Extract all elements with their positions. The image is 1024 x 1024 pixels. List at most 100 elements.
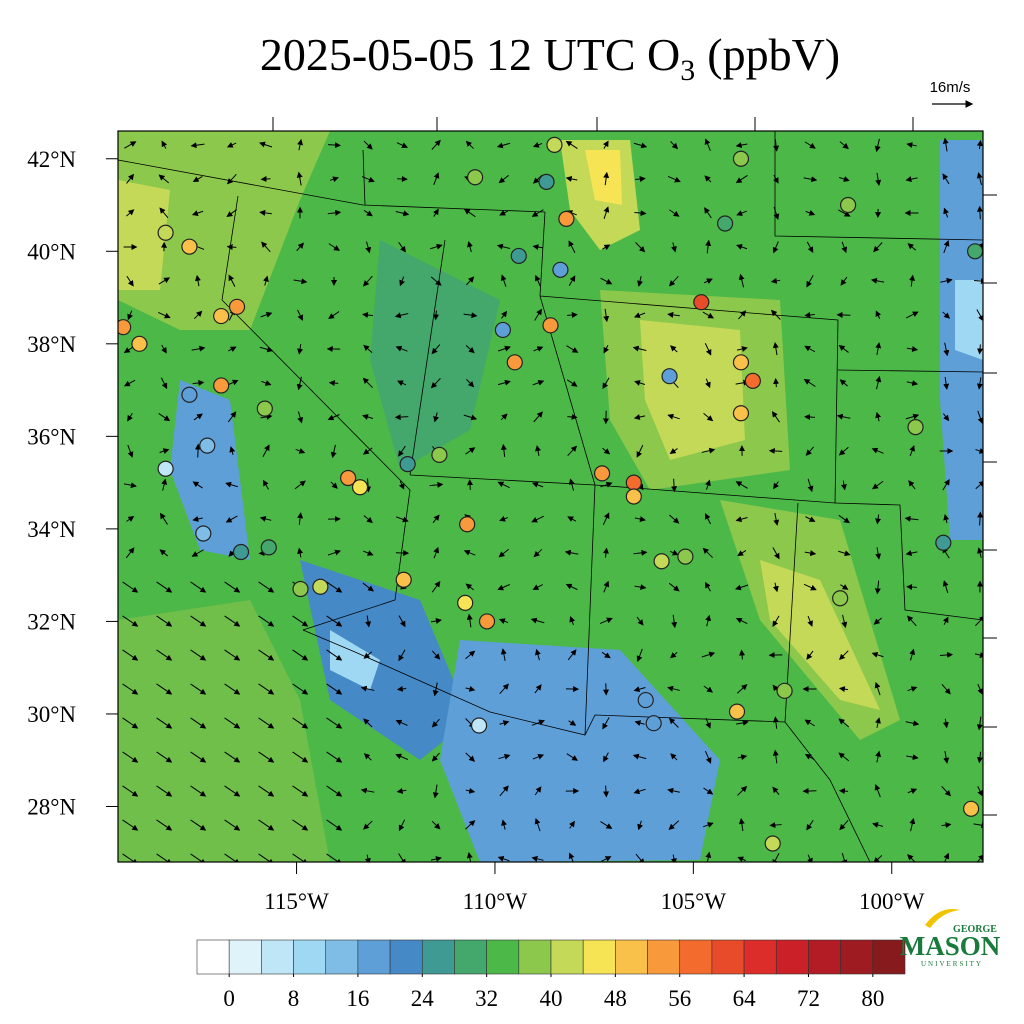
wind-arrow	[772, 547, 780, 560]
wind-arrow	[296, 171, 303, 186]
axes: 115°W 110°W 105°W 100°W 28°N 30°N 32°N 34°N 36°N…	[27, 147, 925, 914]
wind-arrow	[601, 651, 611, 659]
wind-arrow	[396, 685, 407, 692]
wind-arrow	[190, 819, 207, 831]
wind-arrow	[804, 345, 816, 353]
wind-arrow	[737, 550, 747, 557]
wind-arrow	[499, 683, 509, 695]
wind-arrow	[905, 720, 920, 727]
wind-arrow	[704, 513, 712, 525]
wind-arrow	[635, 853, 645, 862]
station	[195, 525, 212, 542]
wind-arrow	[942, 311, 951, 319]
wind-arrow	[228, 346, 237, 353]
colorbar-label: 72	[797, 986, 820, 1011]
field-region	[370, 240, 500, 470]
wind-arrow	[297, 309, 303, 321]
station	[538, 173, 555, 190]
wind-arrow	[498, 548, 510, 558]
wind-arrow	[498, 174, 509, 184]
colorbar-box	[808, 939, 841, 975]
wind-arrow	[701, 651, 716, 658]
station	[732, 150, 750, 167]
field-region	[955, 280, 983, 360]
wind-arrow	[466, 379, 475, 388]
wind-arrow	[705, 239, 712, 254]
wind-arrow	[906, 754, 919, 761]
y-tick-label: 28°N	[27, 794, 76, 819]
wind-arrow	[224, 853, 241, 862]
colorbar-label: 56	[668, 986, 691, 1011]
wind-arrow	[190, 717, 207, 729]
wind-arrow	[838, 718, 850, 728]
wind-arrow	[669, 209, 680, 217]
wind-arrow	[297, 344, 303, 355]
wind-arrow	[735, 481, 748, 489]
y-tick-label: 32°N	[27, 609, 76, 634]
wind-arrow	[159, 448, 170, 454]
wind-arrow	[633, 142, 648, 149]
station	[552, 261, 569, 278]
wind-arrow	[874, 681, 881, 696]
wind-arrow	[565, 175, 578, 182]
wind-arrow	[156, 683, 173, 695]
wind-arrow	[258, 751, 275, 763]
station	[728, 703, 746, 720]
wind-arrow	[838, 209, 851, 217]
wind-arrow	[500, 648, 507, 661]
wind-arrow	[773, 206, 780, 220]
wind-arrow	[632, 345, 647, 352]
wind-arrow	[905, 413, 920, 420]
y-tick-label: 42°N	[27, 147, 76, 172]
wind-arrow	[701, 447, 716, 454]
station	[935, 534, 952, 551]
wind-arrow	[909, 445, 915, 457]
wind-arrow	[501, 819, 507, 830]
wind-arrow	[875, 750, 882, 763]
wind-arrow	[735, 516, 748, 523]
colorbar-label: 48	[604, 986, 627, 1011]
wind-arrow	[838, 686, 849, 693]
wind-arrow	[667, 175, 681, 183]
wind-arrow	[871, 447, 884, 454]
wind-arrow	[568, 719, 577, 726]
field-region	[118, 180, 170, 290]
wind-arrow	[363, 753, 372, 761]
wind-arrow	[873, 242, 883, 253]
wind-arrow	[772, 749, 779, 764]
frame-ticks	[272, 117, 997, 816]
wind-arrow	[159, 549, 169, 557]
wind-arrow	[906, 346, 919, 352]
wind-arrow	[875, 717, 881, 728]
wind-arrow	[804, 414, 815, 420]
wind-arrow	[226, 244, 237, 251]
wind-arrow	[226, 173, 237, 185]
wind-arrow	[192, 481, 203, 489]
wind-arrow	[703, 685, 714, 693]
wind-arrow	[258, 683, 275, 695]
station	[457, 594, 474, 612]
wind-arrow	[396, 787, 407, 794]
wind-arrow	[362, 377, 373, 388]
wind-arrow	[977, 344, 983, 355]
wind-arrow	[705, 717, 711, 729]
wind-arrow	[328, 311, 340, 319]
wind-arrow	[943, 852, 950, 862]
wind-arrow	[122, 615, 139, 627]
wind-arrow	[668, 275, 679, 287]
wind-arrow	[636, 648, 643, 662]
wind-arrow	[258, 581, 275, 593]
field-region	[118, 131, 330, 330]
wind-arrow	[838, 752, 850, 762]
wind-arrow	[123, 379, 136, 387]
wind-arrow	[466, 276, 475, 286]
wind-arrow	[363, 718, 373, 728]
wind-arrow	[772, 615, 780, 627]
wind-arrow	[501, 310, 508, 319]
station	[653, 553, 670, 570]
wind-arrow	[532, 244, 543, 251]
wind-arrow	[567, 649, 577, 661]
wind-arrow	[190, 142, 205, 149]
wind-arrow	[773, 512, 780, 526]
